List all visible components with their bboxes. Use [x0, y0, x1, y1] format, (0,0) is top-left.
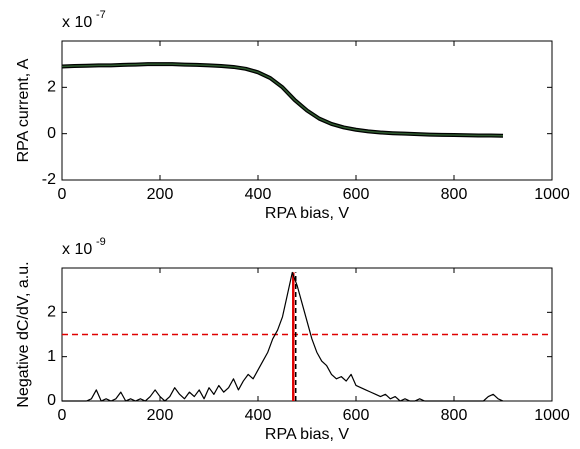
y-tick-label: 2: [47, 304, 56, 321]
x-tick-label: 800: [441, 407, 468, 424]
exponent-base: x 10: [62, 14, 92, 31]
y-tick-label: 0: [47, 125, 56, 142]
x-tick-label: 400: [245, 407, 272, 424]
x-axis-label: RPA bias, V: [265, 426, 350, 443]
line: [62, 271, 504, 402]
x-tick-label: 400: [245, 186, 272, 203]
y-axis-label: Negative dC/dV, a.u.: [15, 261, 32, 407]
y-tick-label: 0: [47, 392, 56, 409]
x-tick-label: 800: [441, 186, 468, 203]
y-axis-label: RPA current, A: [15, 58, 32, 162]
x-tick-label: 200: [147, 186, 174, 203]
x-tick-label: 0: [58, 186, 67, 203]
exponent-base: x 10: [62, 241, 92, 258]
exponent-power: -9: [96, 236, 106, 248]
x-axis-label: RPA bias, V: [265, 205, 350, 222]
y-tick-label: 1: [47, 348, 56, 365]
x-tick-label: 600: [343, 407, 370, 424]
x-tick-label: 1000: [534, 407, 570, 424]
y-tick-label: 2: [47, 79, 56, 96]
exponent-power: -7: [96, 9, 106, 21]
x-tick-label: 600: [343, 186, 370, 203]
line: [61, 63, 504, 137]
x-tick-label: 1000: [534, 186, 570, 203]
y-tick-label: -2: [42, 171, 56, 188]
x-tick-label: 0: [58, 407, 67, 424]
x-tick-label: 200: [147, 407, 174, 424]
